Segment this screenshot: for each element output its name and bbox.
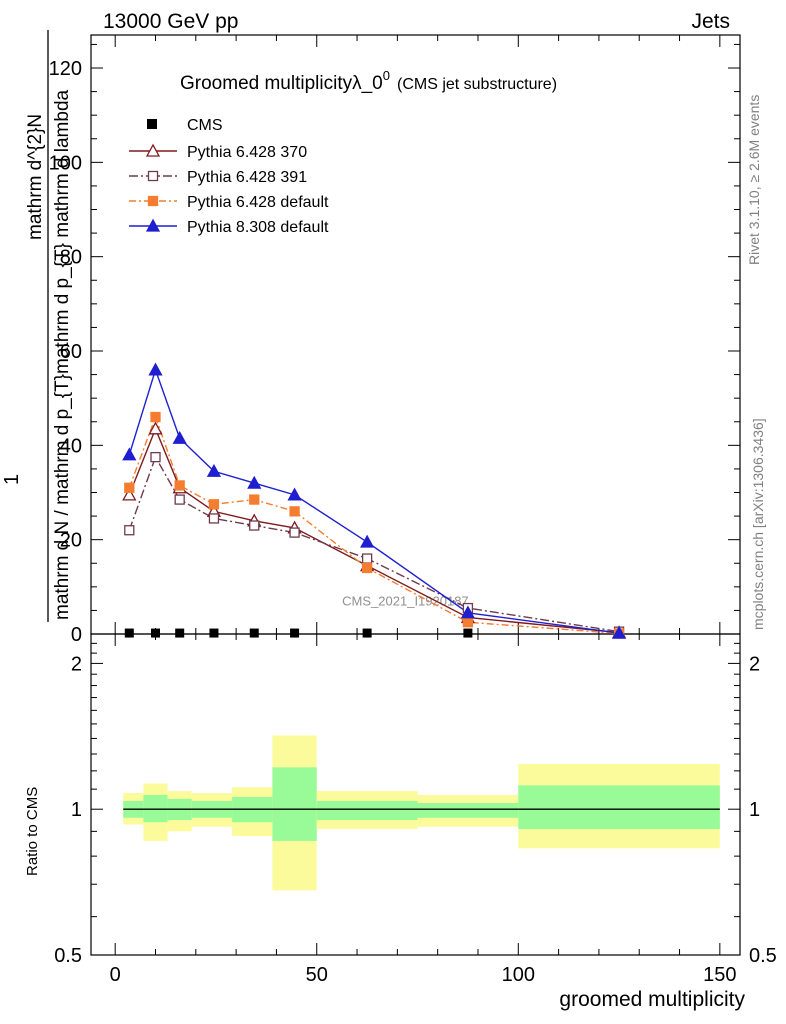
series-marker-3 <box>462 617 474 628</box>
ratio-band-green <box>417 802 519 818</box>
header-right: Jets <box>691 10 730 33</box>
ratio-tick-label-right: 2 <box>749 653 760 675</box>
y-tick-label: 60 <box>60 341 82 363</box>
cms-data-point <box>290 628 300 638</box>
legend-label-1: Pythia 6.428 370 <box>187 144 307 161</box>
series-marker-3 <box>124 482 135 493</box>
ratio-tick-label-right: 1 <box>749 799 760 821</box>
legend-label-cms: CMS <box>187 117 223 134</box>
legend-marker-1 <box>145 143 161 157</box>
axis-tick-labels: 0 50 100 150 0 20 40 60 80 100 120 0.5 0.5 1 1 2 2 <box>49 58 777 986</box>
series-marker-4 <box>611 625 627 639</box>
rivet-version-note: Rivet 3.1.10, ≥ 2.6M events <box>746 95 762 265</box>
series-marker-4 <box>172 430 187 444</box>
cms-data-point <box>249 628 259 638</box>
y-tick-label: 120 <box>49 58 82 80</box>
y-axis-label: 1 mathrm d^{2}N mathrm d N / mathrm d p_… <box>1 30 73 622</box>
chart-title-suffix: (CMS jet substructure) <box>397 76 557 93</box>
legend-marker-cms <box>147 119 157 129</box>
series-marker-2 <box>174 494 185 505</box>
y-tick-label: 40 <box>60 435 82 457</box>
series-marker-3 <box>174 480 185 491</box>
header-left: 13000 GeV pp <box>103 10 238 33</box>
series-marker-2 <box>150 451 161 463</box>
series-marker-4 <box>206 463 222 477</box>
series-marker-2 <box>249 520 260 531</box>
series-marker-2 <box>289 527 300 538</box>
cms-data-point <box>362 628 372 638</box>
series-marker-1 <box>148 421 163 435</box>
series-marker-4 <box>287 487 302 501</box>
y-axis-label-numerator: mathrm d^{2}N <box>25 114 46 240</box>
cms-data-point <box>463 628 473 638</box>
cms-data-point <box>150 628 160 638</box>
series-marker-1 <box>122 487 137 501</box>
series-marker-4 <box>122 447 137 461</box>
analysis-watermark: CMS_2021_I1920187 <box>342 594 469 609</box>
chart-title-sup: 0 <box>383 68 390 83</box>
ratio-tick-label-left: 2 <box>71 653 82 675</box>
series-marker-3 <box>208 499 220 510</box>
chart-title: Groomed multiplicityλ_00 (CMS jet substru… <box>180 68 557 94</box>
series-marker-2 <box>124 525 135 536</box>
x-axis-label: groomed multiplicity <box>559 988 745 1011</box>
ratio-band-green <box>272 767 317 841</box>
legend-marker-3 <box>147 195 159 207</box>
y-tick-label: 0 <box>71 624 82 646</box>
cms-data-point <box>124 628 134 638</box>
series-marker-4 <box>460 605 475 619</box>
series-marker-3 <box>150 411 161 423</box>
x-tick-label: 0 <box>110 964 121 986</box>
ratio-band-green <box>316 800 418 820</box>
x-tick-label: 150 <box>703 964 736 986</box>
ratio-tick-label-left: 0.5 <box>54 945 82 967</box>
x-tick-label: 50 <box>306 964 328 986</box>
cms-data-point <box>209 628 219 638</box>
series-marker-3 <box>361 562 373 574</box>
cms-data-points <box>124 628 473 638</box>
legend-label-4: Pythia 8.308 default <box>187 219 329 236</box>
series-markers <box>122 362 627 639</box>
y-tick-label: 20 <box>60 530 82 552</box>
y-tick-label: 100 <box>49 152 82 174</box>
ratio-band-green <box>518 785 720 830</box>
y-axis-label-top: 1 <box>1 474 23 485</box>
legend-series: Pythia 6.428 370 Pythia 6.428 391 Pythia 6… <box>129 143 329 236</box>
x-tick-label: 100 <box>502 964 535 986</box>
legend-label-3: Pythia 6.428 default <box>187 194 329 211</box>
cms-data-point <box>175 628 185 638</box>
y-axis-label-denominator: mathrm d N / mathrm d p_{T}mathrm d p_{T… <box>52 89 73 620</box>
series-marker-4 <box>148 362 163 376</box>
legend-marker-4 <box>145 218 161 232</box>
ratio-tick-label-left: 1 <box>71 799 82 821</box>
series-marker-4 <box>360 534 375 548</box>
series-marker-3 <box>249 494 260 505</box>
ratio-tick-label-right: 0.5 <box>749 945 777 967</box>
ratio-axis-label: Ratio to CMS <box>24 787 41 876</box>
ratio-plot-frame <box>90 633 741 956</box>
series-marker-3 <box>289 506 300 517</box>
legend-label-2: Pythia 6.428 391 <box>187 169 307 186</box>
series-marker-2 <box>361 553 373 564</box>
series-marker-4 <box>247 475 262 489</box>
series-marker-2 <box>208 513 220 524</box>
mcplots-note: mcplots.cern.ch [arXiv:1306.3436] <box>750 418 766 630</box>
ratio-bands <box>123 735 720 891</box>
y-tick-label: 80 <box>60 247 82 269</box>
axis-ticks <box>91 35 740 956</box>
legend-marker-2 <box>147 170 159 182</box>
chart-title-main: Groomed multiplicityλ_0 <box>180 73 383 94</box>
